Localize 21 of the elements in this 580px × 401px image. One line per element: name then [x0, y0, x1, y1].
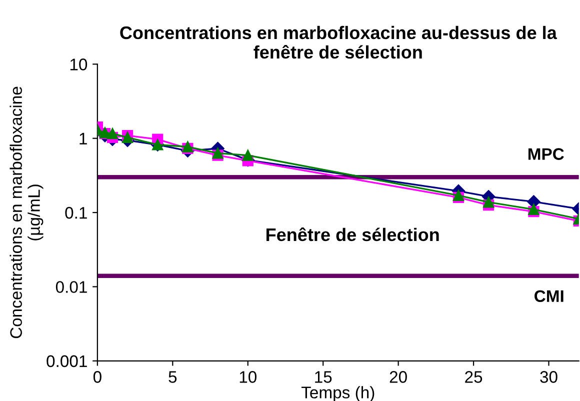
y-tick-label: 10 [70, 58, 88, 70]
x-tick-label: 30 [540, 371, 558, 383]
x-tick-label: 25 [465, 371, 482, 383]
x-tick-label: 20 [390, 371, 407, 383]
chart-title: Concentrations en marbofloxacine au-dessus de la fenêtre de sélection [120, 26, 557, 59]
x-tick-label: 10 [240, 371, 256, 383]
annotation: Fenêtre de sélection [266, 227, 439, 242]
ref-line-label: CMI [534, 290, 564, 302]
ref-line-label: MPC [528, 148, 564, 160]
y-tick-label: 0.001 [46, 355, 87, 368]
point [528, 204, 540, 216]
x-tick-label: 15 [315, 371, 332, 383]
y-tick-label: 1 [80, 132, 87, 144]
point [106, 128, 118, 140]
x-tick-label: 5 [168, 371, 177, 383]
y-tick-label: 0.01 [56, 281, 87, 293]
point [483, 196, 494, 208]
y-tick-label: 0.1 [65, 206, 87, 219]
y-axis-title: Concentrations en marbofloxacine (µg/mL) [10, 86, 44, 338]
point [242, 150, 254, 161]
x-tick-label: 0 [93, 371, 102, 383]
